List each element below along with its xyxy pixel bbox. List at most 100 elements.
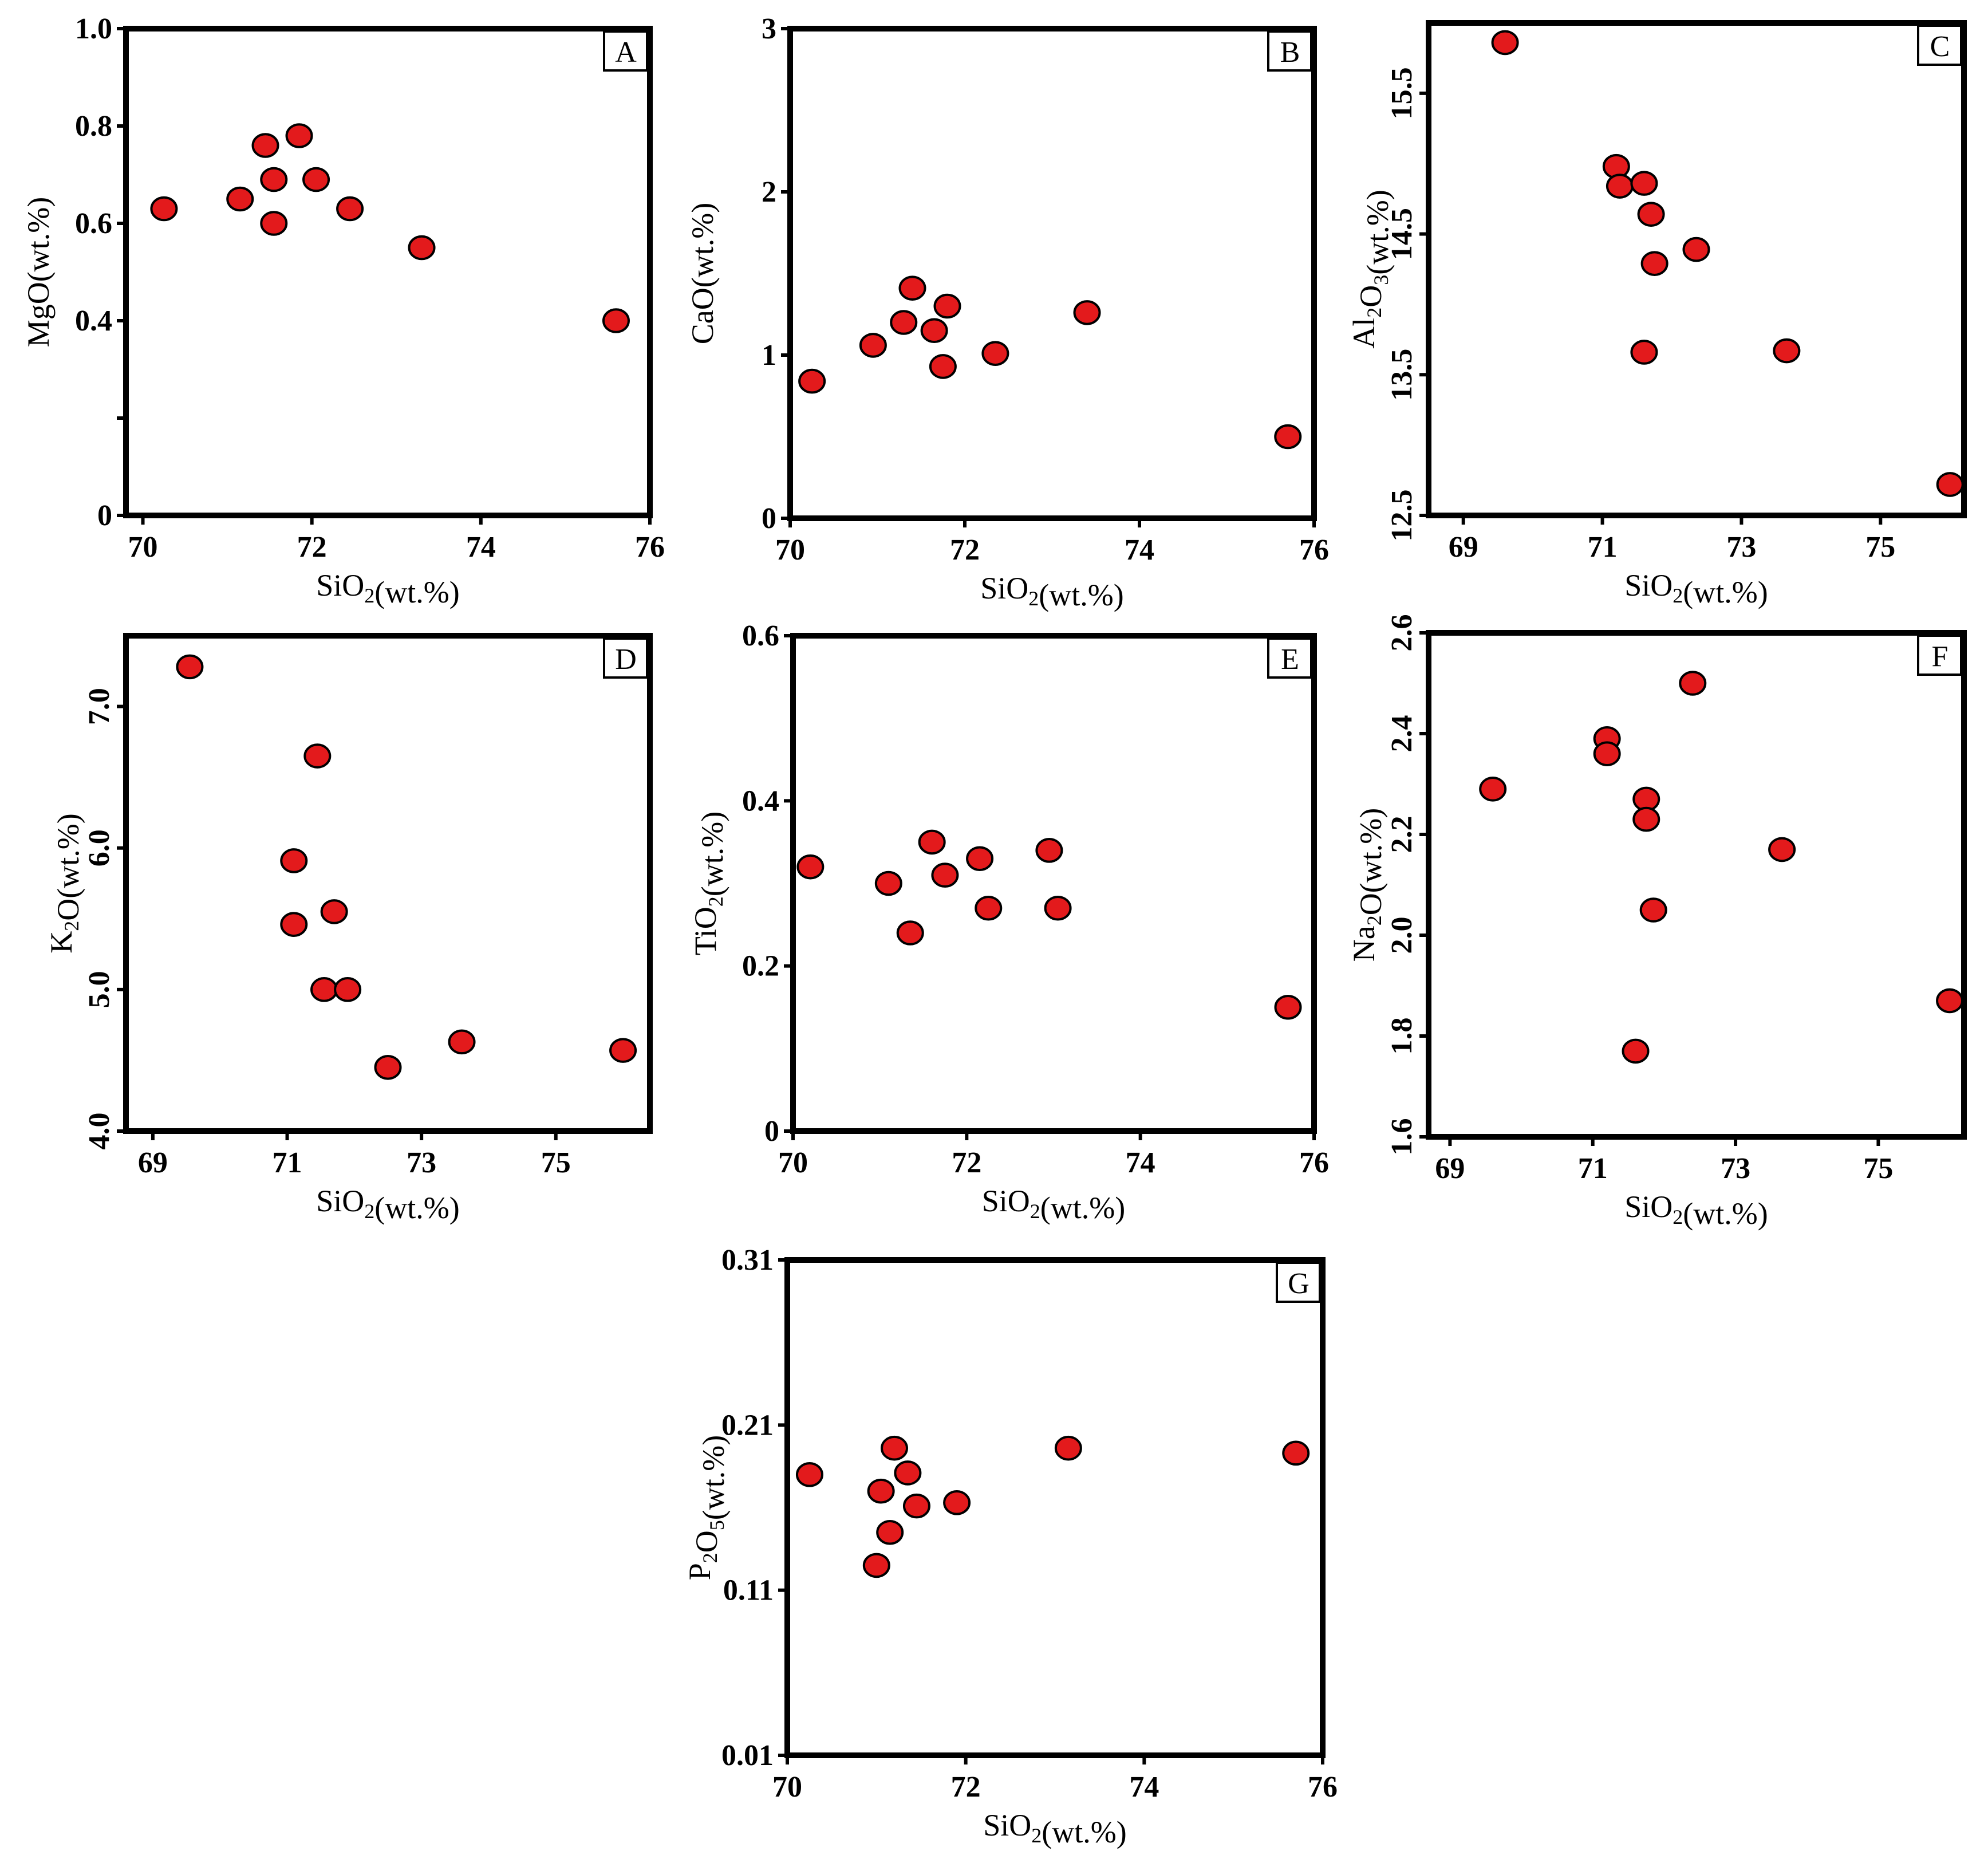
panel-c-ytick-label: 14.5 xyxy=(1386,208,1418,260)
panel-c-ytick-label: 13.5 xyxy=(1386,349,1418,401)
panel-c-letter-box xyxy=(1917,25,1962,66)
panel-b-ytick-label: 3 xyxy=(762,13,776,45)
panel-f-ytick-label: 2.6 xyxy=(1386,615,1418,652)
panel-f-ytick-label: 1.6 xyxy=(1386,1118,1418,1156)
panel-e-data-point xyxy=(931,862,959,888)
panel-a-data-point xyxy=(408,235,436,261)
panel-b-ytick-label: 2 xyxy=(762,176,776,208)
panel-f-data-point xyxy=(1768,837,1796,862)
panel-b-xtick-label: 72 xyxy=(950,534,980,566)
panel-g-xtick-label: 72 xyxy=(951,1771,981,1803)
panel-b-xlabel: SiO2(wt.%) xyxy=(980,571,1124,612)
panel-f-xtick-label: 75 xyxy=(1863,1152,1893,1185)
panel-d-data-point xyxy=(303,743,332,769)
panel-a-xtick-label: 70 xyxy=(128,531,158,564)
panel-e-ytick-label: 0.6 xyxy=(742,620,779,652)
panel-a-ytick-label: 1.0 xyxy=(75,13,112,45)
panel-d-xtick-label: 73 xyxy=(407,1147,436,1179)
panel-e-xtick-label: 76 xyxy=(1299,1147,1329,1179)
panel-a-xlabel: SiO2(wt.%) xyxy=(316,568,460,609)
panel-d-letter: D xyxy=(615,643,637,676)
panel-a-letter: A xyxy=(615,36,637,69)
panel-c-xtick-label: 71 xyxy=(1588,531,1618,564)
panel-g-data-point xyxy=(894,1460,922,1486)
panel-a-ylabel: MgO(wt.%) xyxy=(21,197,56,347)
panel-c: 69 71 73 75 12.5 13.5 14.5 15.5 SiO2(wt.%) Al2O3(… xyxy=(1347,20,1967,609)
panel-g-data-point xyxy=(862,1553,890,1578)
panel-g-data-point xyxy=(1054,1435,1082,1461)
panel-b-frame xyxy=(787,26,1317,521)
panel-a-letter-box xyxy=(603,30,648,72)
panel-g: 70 72 74 76 0.01 0.11 0.21 0.31 SiO2(wt.%) P2O5(w… xyxy=(683,1244,1338,1849)
panel-e-letter: E xyxy=(1281,643,1299,676)
panel-g-ytick-label: 0.01 xyxy=(721,1739,774,1772)
panel-c-data-point xyxy=(1491,30,1519,56)
panel-d-ytick-label: 7.0 xyxy=(83,688,116,725)
panel-f-ytick-label: 2.2 xyxy=(1386,816,1418,853)
panel-d-data-point xyxy=(448,1029,476,1055)
panel-d-letter-box xyxy=(603,637,648,679)
panel-d-data-point xyxy=(320,899,348,924)
panel-f-xtick-label: 69 xyxy=(1435,1152,1465,1185)
panel-c-letter: C xyxy=(1930,30,1950,63)
panel-a-data-point xyxy=(150,196,178,222)
panel-e-data-point xyxy=(796,854,825,880)
panel-b: 70 72 74 76 0 1 2 3 SiO2(wt.%) CaO(wt.%) B xyxy=(685,13,1329,612)
panel-g-xtick-label: 70 xyxy=(772,1771,802,1803)
panel-g-letter: G xyxy=(1288,1267,1309,1300)
panel-a-data-point xyxy=(251,133,279,158)
panel-a-data-point xyxy=(285,123,313,148)
panel-f-xlabel: SiO2(wt.%) xyxy=(1624,1190,1768,1231)
panel-b-data-point xyxy=(933,293,961,319)
panel-d-data-point xyxy=(176,654,204,680)
panel-a-data-point xyxy=(226,186,254,212)
panel-d-data-point xyxy=(609,1038,637,1063)
panel-c-data-point xyxy=(1936,472,1964,497)
panel-b-data-point xyxy=(1073,300,1101,325)
panel-f-data-point xyxy=(1622,1038,1650,1064)
panel-a-ytick-label: 0 xyxy=(97,499,112,532)
panel-f-letter: F xyxy=(1932,640,1948,673)
panel-f-ytick-label: 2.4 xyxy=(1386,715,1418,753)
panel-d-xtick-label: 75 xyxy=(541,1147,571,1179)
panel-e-ytick-label: 0.2 xyxy=(742,950,779,983)
panel-b-ytick-label: 0 xyxy=(762,502,776,535)
panel-b-data-point xyxy=(981,341,1009,366)
panel-c-xlabel: SiO2(wt.%) xyxy=(1624,568,1768,609)
panel-e-letter-box xyxy=(1267,637,1312,679)
panel-e-data-point xyxy=(896,920,924,946)
panel-g-ytick-label: 0.11 xyxy=(723,1574,774,1607)
panel-e-xlabel: SiO2(wt.%) xyxy=(982,1184,1126,1225)
panel-b-data-point xyxy=(898,275,926,301)
panel-c-ylabel: Al2O3(wt.%) xyxy=(1347,190,1395,348)
panel-g-xtick-label: 76 xyxy=(1308,1771,1338,1803)
panel-g-letter-box xyxy=(1276,1262,1321,1303)
panel-d-ytick-label: 4.0 xyxy=(83,1113,116,1150)
panel-f: 69 71 73 75 1.6 1.8 2.0 2.2 2.4 2.6 SiO2(wt.%) Na2O… xyxy=(1347,615,1967,1231)
panel-c-data-point xyxy=(1773,338,1801,364)
panel-a-data-point xyxy=(260,211,288,236)
panel-d-data-point xyxy=(310,977,338,1002)
panel-g-ytick-label: 0.21 xyxy=(721,1409,774,1441)
panel-d-data-point xyxy=(280,848,308,873)
panel-d-xlabel: SiO2(wt.%) xyxy=(316,1184,460,1225)
panel-f-xtick-label: 71 xyxy=(1578,1152,1608,1185)
panel-e: 70 72 74 76 0 0.2 0.4 0.6 SiO2(wt.%) TiO2(wt.%) E xyxy=(688,620,1329,1225)
panel-g-ytick-label: 0.31 xyxy=(721,1244,774,1277)
panel-c-xtick-label: 75 xyxy=(1865,531,1895,564)
panel-d-data-point xyxy=(334,977,362,1002)
panel-f-ytick-label: 1.8 xyxy=(1386,1018,1418,1055)
panel-e-xtick-label: 72 xyxy=(952,1147,981,1179)
panel-e-ytick-label: 0.4 xyxy=(742,785,779,817)
panel-c-xtick-label: 69 xyxy=(1449,531,1478,564)
panel-f-data-point xyxy=(1479,777,1507,802)
panel-f-xtick-label: 73 xyxy=(1721,1152,1750,1185)
panel-g-frame xyxy=(784,1257,1326,1758)
panel-e-data-point xyxy=(918,829,946,855)
panel-a-ytick-label: 0.6 xyxy=(75,207,112,240)
panel-f-data-point xyxy=(1679,671,1707,696)
panel-b-ytick-label: 1 xyxy=(762,339,776,372)
panel-c-frame xyxy=(1426,20,1967,518)
panel-d-ylabel: K2O(wt.%) xyxy=(44,813,85,953)
panel-c-data-point xyxy=(1630,171,1658,196)
